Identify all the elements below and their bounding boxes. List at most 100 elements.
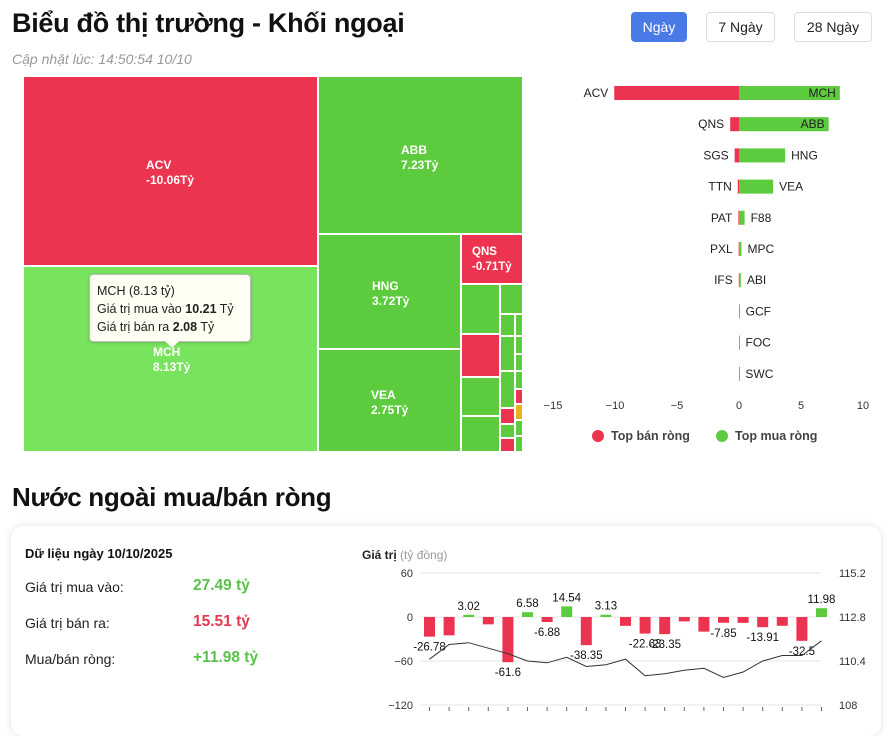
treemap-cell-small[interactable]	[500, 284, 523, 314]
net-bar	[542, 617, 553, 622]
bar-value-label: -13.91	[746, 632, 779, 644]
net-bar	[640, 617, 651, 634]
y2-tick-label: 110.4	[839, 656, 866, 668]
bar-value-label: 6.58	[516, 598, 538, 610]
tab-day[interactable]: Ngày	[631, 12, 687, 42]
treemap-cell-small[interactable]	[515, 436, 523, 452]
sell-bar	[738, 180, 739, 194]
sell-bar	[614, 86, 739, 100]
treemap-cell-small[interactable]	[515, 389, 523, 404]
tab-7-days[interactable]: 7 Ngày	[706, 12, 775, 42]
treemap-cell-small[interactable]	[500, 408, 515, 424]
x-tick-label: 10	[857, 400, 869, 412]
buy-ticker-label: ABB	[801, 117, 825, 131]
net-bar	[463, 615, 474, 617]
y2-tick-label: 112.8	[839, 612, 866, 624]
treemap-cell-small[interactable]	[500, 336, 515, 371]
sell-bar	[735, 148, 739, 162]
tooltip-sell-unit: Tỷ	[200, 320, 214, 334]
treemap-cell-abb[interactable]: ABB 7.23Tỷ	[318, 76, 523, 234]
treemap-cell-qns[interactable]: QNS -0.71Tỷ	[461, 234, 523, 284]
treemap-cell-small[interactable]	[500, 424, 515, 438]
treemap-cell-small[interactable]	[461, 334, 500, 377]
bar-value-label: -38.35	[570, 650, 603, 662]
net-bar	[816, 608, 827, 617]
treemap-cell-small[interactable]	[515, 371, 523, 389]
bar-value-label: -7.85	[710, 628, 736, 640]
buy-ticker-label: ABI	[747, 273, 766, 287]
net-bar	[738, 617, 749, 623]
tooltip-buy-value: 10.21	[185, 302, 216, 316]
buy-bar	[739, 242, 741, 256]
sell-ticker-label: QNS	[698, 117, 724, 131]
treemap-cell-small[interactable]	[500, 371, 515, 408]
treemap-cell-small[interactable]	[461, 377, 500, 416]
bar-value-label: -23.35	[648, 639, 681, 651]
buy-bar	[739, 367, 740, 381]
buy-ticker-label: HNG	[791, 148, 818, 162]
sell-bar	[730, 117, 739, 131]
y-tick-label: 0	[407, 612, 413, 624]
treemap-cell-small[interactable]	[515, 354, 523, 371]
x-tick-label: 0	[736, 400, 742, 412]
y-axis-unit: (tỷ đồng)	[400, 548, 447, 562]
bar-value-label: -6.88	[534, 627, 560, 639]
buy-ticker-label: MCH	[808, 86, 835, 100]
treemap-cell-small[interactable]	[515, 404, 523, 420]
sell-bar	[738, 211, 739, 225]
treemap-cell-small[interactable]	[515, 314, 523, 336]
y-tick-label: −60	[394, 656, 413, 668]
x-tick-label: −5	[671, 400, 684, 412]
treemap-value: 7.23Tỷ	[401, 158, 522, 173]
treemap-tooltip: MCH (8.13 tỷ) Giá trị mua vào 10.21 Tỷ G…	[89, 274, 251, 342]
net-bar	[796, 617, 807, 641]
treemap-cell-small[interactable]	[515, 336, 523, 354]
net-bar	[659, 617, 670, 634]
y2-tick-label: 115.2	[839, 568, 866, 580]
buy-ticker-label: GCF	[746, 304, 771, 318]
buy-ticker-label: F88	[751, 211, 772, 225]
tooltip-buy-row: Giá trị mua vào 10.21 Tỷ	[97, 300, 243, 318]
net-bar	[757, 617, 768, 627]
treemap-cell-acv[interactable]: ACV -10.06Tỷ	[23, 76, 318, 266]
tab-28-days[interactable]: 28 Ngày	[794, 12, 872, 42]
treemap-value: -10.06Tỷ	[146, 173, 317, 188]
treemap-ticker: HNG	[372, 279, 460, 294]
net-flow-card: Dữ liệu ngày 10/10/2025 Giá trị mua vào:…	[11, 526, 881, 736]
buy-bar	[739, 336, 740, 350]
net-bar	[679, 617, 690, 621]
y-tick-label: 60	[401, 568, 413, 580]
treemap-ticker: ABB	[401, 143, 522, 158]
net-bar	[620, 617, 631, 626]
treemap-cell-small[interactable]	[461, 416, 500, 452]
buy-bar	[739, 273, 741, 287]
sell-ticker-label: SGS	[703, 148, 728, 162]
buy-bar	[739, 211, 745, 225]
legend-sell-label: Top bán ròng	[611, 429, 690, 443]
treemap-cell-small[interactable]	[461, 284, 500, 334]
treemap-ticker: QNS	[472, 245, 522, 260]
treemap-value: 3.72Tỷ	[372, 294, 460, 309]
buy-bar	[739, 148, 785, 162]
buy-bar	[739, 180, 773, 194]
tooltip-title: MCH (8.13 tỷ)	[97, 282, 243, 300]
bar-value-label: 3.02	[458, 601, 480, 613]
buy-label: Giá trị mua vào:	[25, 579, 124, 595]
treemap-cell-hng[interactable]: HNG 3.72Tỷ	[318, 234, 461, 349]
y-tick-label: −120	[388, 700, 413, 712]
treemap-cell-small[interactable]	[500, 438, 515, 452]
y2-tick-label: 108	[839, 700, 857, 712]
legend-buy-label: Top mua ròng	[735, 429, 817, 443]
bar-value-label: -26.78	[413, 642, 446, 654]
treemap-cell-small[interactable]	[515, 420, 523, 436]
tooltip-sell-value: 2.08	[173, 320, 197, 334]
sell-ticker-label: ACV	[584, 86, 609, 100]
buy-value: 27.49 tỷ	[193, 577, 250, 595]
treemap-cell-vea[interactable]: VEA 2.75Tỷ	[318, 349, 461, 452]
treemap-ticker: VEA	[371, 388, 460, 403]
chart-y-title: Giá trị (tỷ đồng)	[362, 548, 447, 562]
x-tick-label: −15	[544, 400, 563, 412]
buy-ticker-label: SWC	[745, 367, 773, 381]
treemap-cell-small[interactable]	[500, 314, 515, 336]
tooltip-buy-label: Giá trị mua vào	[97, 302, 182, 316]
